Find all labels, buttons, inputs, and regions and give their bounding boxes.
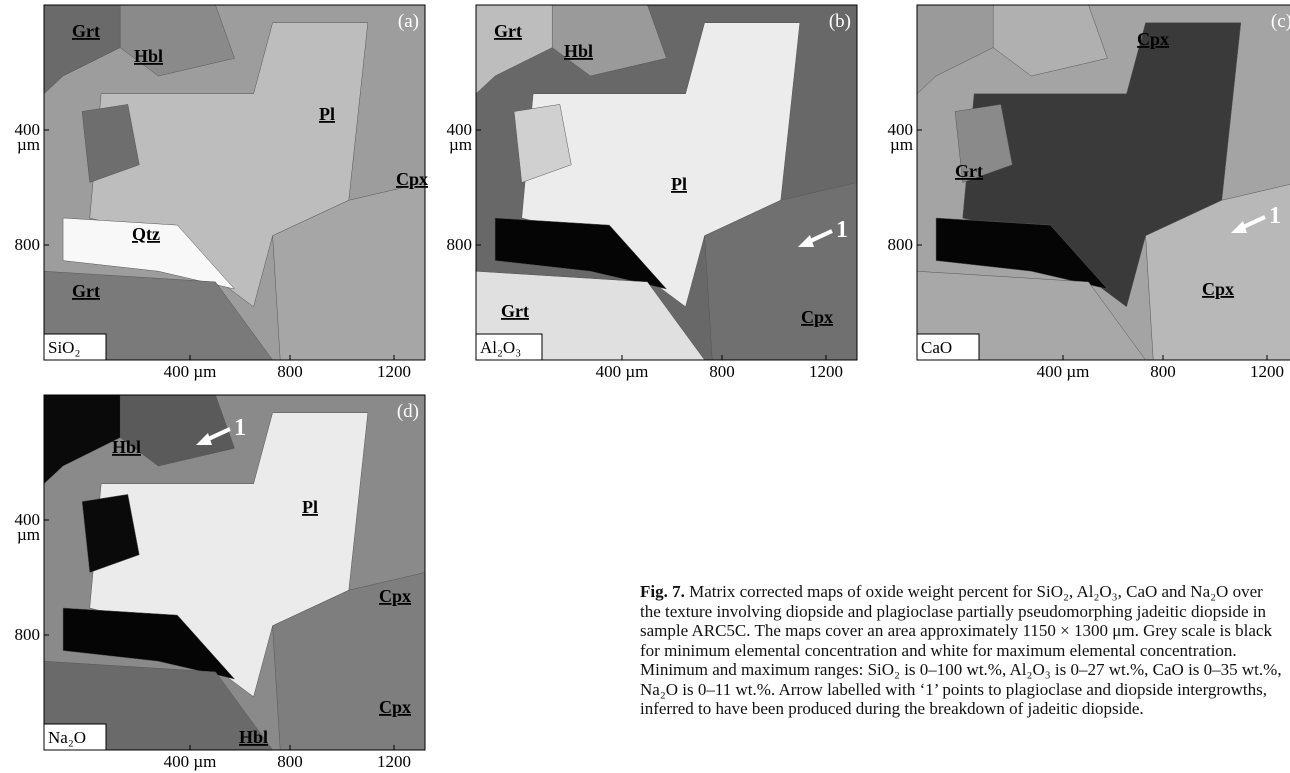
caption: Fig. 7. Matrix corrected maps of oxide w… <box>640 582 1285 719</box>
panel-tag: (d) <box>397 401 419 422</box>
mineral-label: Hbl <box>239 727 268 747</box>
y-tick-label: 800 <box>15 235 41 254</box>
x-tick-label: 800 <box>277 362 303 381</box>
mineral-label: Cpx <box>379 586 411 606</box>
arrow-label: 1 <box>836 217 848 243</box>
oxide-label: Al₂O₃ <box>480 338 521 357</box>
caption-text: Matrix corrected maps of oxide weight pe… <box>640 582 1282 718</box>
panel-tag: (c) <box>1271 11 1290 32</box>
page-body: (a) SiO₂ Grt Hbl Pl Cpx Qtz Grt 400 µm 800 1200 400… <box>0 0 1290 773</box>
mineral-label: Hbl <box>112 437 141 457</box>
y-tick-label: 800 <box>447 235 473 254</box>
x-tick-label: 400 µm <box>164 362 217 381</box>
x-tick-label: 400 µm <box>1037 362 1090 381</box>
mineral-label: Cpx <box>1137 29 1169 49</box>
mineral-label: Grt <box>72 21 100 41</box>
x-tick-label: 400 µm <box>164 752 217 771</box>
mineral-label: Cpx <box>379 697 411 717</box>
y-unit: µm <box>17 525 40 544</box>
caption-label: Fig. 7. <box>640 582 685 601</box>
mineral-label: Grt <box>494 21 522 41</box>
panel-tag: (b) <box>829 11 851 32</box>
y-unit: µm <box>449 135 472 154</box>
x-tick-label: 1200 <box>377 362 411 381</box>
oxide-label: SiO₂ <box>48 338 80 357</box>
arrow-label: 1 <box>1269 203 1281 229</box>
oxide-label: CaO <box>921 338 952 357</box>
panel-tag: (a) <box>398 11 419 32</box>
mineral-label: Pl <box>319 104 335 124</box>
x-tick-label: 1200 <box>809 362 843 381</box>
mineral-label: Hbl <box>134 46 163 66</box>
mineral-label: Grt <box>955 161 983 181</box>
mineral-label: Cpx <box>801 307 833 327</box>
y-tick-label: 800 <box>15 625 41 644</box>
x-tick-label: 800 <box>277 752 303 771</box>
mineral-label: Hbl <box>564 41 593 61</box>
arrow-label: 1 <box>234 415 246 441</box>
mineral-label: Grt <box>72 281 100 301</box>
page: Fig. 7 {"panels": [ {"tag": "(a)", "oxid… <box>0 0 1290 773</box>
y-tick-label: 800 <box>888 235 914 254</box>
mineral-label: Grt <box>501 301 529 321</box>
mineral-label: Pl <box>302 497 318 517</box>
y-unit: µm <box>17 135 40 154</box>
mineral-label: Qtz <box>132 224 160 244</box>
x-tick-label: 800 <box>1150 362 1176 381</box>
x-tick-label: 400 µm <box>596 362 649 381</box>
oxide-label: Na₂O <box>48 728 86 747</box>
mineral-label: Cpx <box>396 169 428 189</box>
mineral-label: Cpx <box>1202 279 1234 299</box>
x-tick-label: 1200 <box>1250 362 1284 381</box>
x-tick-label: 800 <box>709 362 735 381</box>
x-tick-label: 1200 <box>377 752 411 771</box>
y-unit: µm <box>890 135 913 154</box>
mineral-label: Pl <box>671 174 687 194</box>
